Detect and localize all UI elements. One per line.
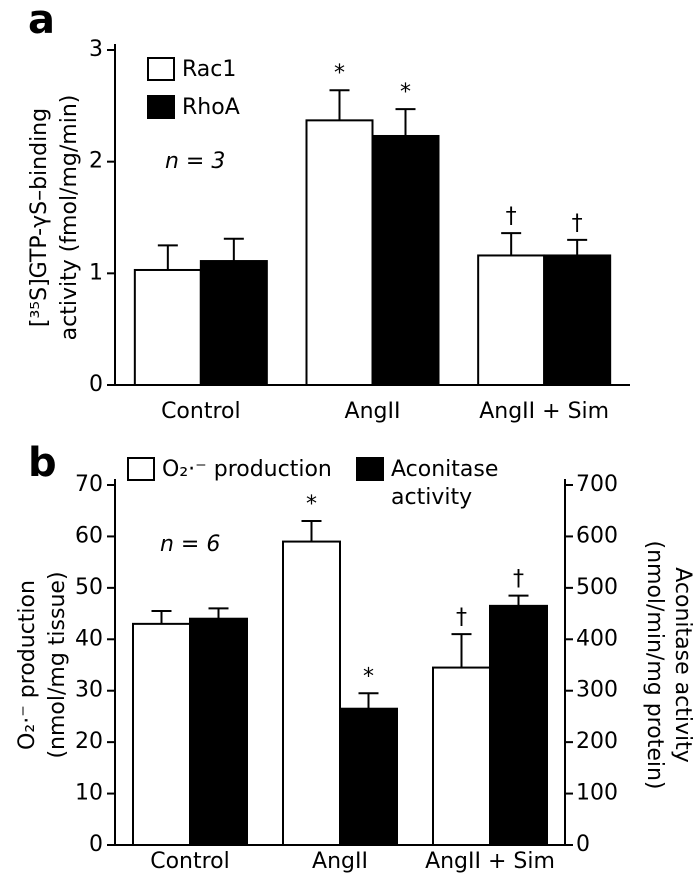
error-bar: [301, 520, 322, 542]
error-bar: [501, 232, 522, 256]
legend-label: Aconitase activity: [391, 457, 498, 510]
error-bar: [151, 610, 172, 624]
error-bar: [223, 237, 244, 262]
bar: [432, 666, 491, 846]
y-tick-label: 1: [89, 260, 103, 285]
error-bar: [208, 607, 229, 619]
bar: [305, 119, 374, 386]
y-axis-label: (nmol/mg tissue): [45, 571, 70, 758]
significance-marker: *: [363, 664, 374, 689]
y-tick-label: 0: [89, 372, 103, 397]
legend-label: Rac1: [182, 57, 236, 82]
error-bar: [567, 238, 588, 256]
error-bar: [329, 89, 350, 121]
legend-label: RhoA: [182, 95, 240, 120]
x-tick-label: AngII: [312, 849, 368, 874]
y-tick-label: 40: [75, 626, 103, 651]
x-tick-label: Control: [161, 399, 241, 424]
legend-swatch: [127, 457, 155, 481]
bar: [477, 254, 546, 386]
x-tick-label: AngII + Sim: [479, 399, 609, 424]
n-note: n = 3: [165, 149, 225, 174]
x-tick-label: AngII: [345, 399, 401, 424]
x-tick-label: Control: [150, 849, 230, 874]
bar: [132, 622, 191, 846]
bar: [199, 260, 268, 386]
legend-swatch: [356, 457, 384, 481]
error-bar: [358, 692, 379, 709]
y-tick-label: 2: [89, 149, 103, 174]
n-note: n = 6: [160, 532, 220, 557]
error-bar: [451, 633, 472, 668]
bar: [339, 707, 398, 847]
y2-tick-label: 0: [576, 832, 590, 857]
significance-marker: †: [572, 211, 583, 236]
bar: [489, 604, 548, 846]
bar: [371, 134, 440, 386]
y2-tick-label: 200: [576, 729, 618, 754]
y-tick-label: 70: [75, 472, 103, 497]
y2-axis-label: (nmol/min/mg protein): [642, 540, 667, 789]
y-axis-label: O₂·⁻ production: [15, 580, 40, 750]
significance-marker: †: [513, 567, 524, 592]
bar: [189, 617, 248, 847]
y-tick-label: 30: [75, 678, 103, 703]
y2-axis-label: Aconitase activity: [670, 567, 695, 762]
x-tick-label: AngII + Sim: [425, 849, 555, 874]
y2-tick-label: 400: [576, 626, 618, 651]
error-bar: [157, 244, 178, 270]
y2-tick-label: 500: [576, 575, 618, 600]
y-axis-label: [³⁵S]GTP-γS–binding: [27, 108, 52, 327]
bar: [282, 540, 341, 846]
y-tick-label: 3: [89, 37, 103, 62]
y2-tick-label: 100: [576, 781, 618, 806]
legend-swatch: [147, 95, 175, 119]
y-tick-label: 20: [75, 729, 103, 754]
error-bar: [395, 108, 416, 136]
significance-marker: *: [306, 492, 317, 517]
error-bar: [508, 594, 529, 606]
bar: [543, 254, 612, 386]
y2-tick-label: 600: [576, 523, 618, 548]
legend-label: O₂·⁻ production: [162, 457, 332, 482]
significance-marker: †: [456, 605, 467, 630]
panel-label: a: [28, 0, 55, 43]
y-tick-label: 10: [75, 781, 103, 806]
legend-swatch: [147, 57, 175, 81]
panel-label: b: [28, 440, 57, 486]
y-tick-label: 50: [75, 575, 103, 600]
bar: [133, 268, 202, 387]
y2-tick-label: 700: [576, 472, 618, 497]
y2-tick-label: 300: [576, 678, 618, 703]
y-axis-label: activity (fmol/mg/min): [57, 95, 82, 341]
significance-marker: *: [400, 80, 411, 105]
y-tick-label: 0: [89, 832, 103, 857]
y-tick-label: 60: [75, 523, 103, 548]
significance-marker: *: [334, 61, 345, 86]
significance-marker: †: [506, 204, 517, 229]
